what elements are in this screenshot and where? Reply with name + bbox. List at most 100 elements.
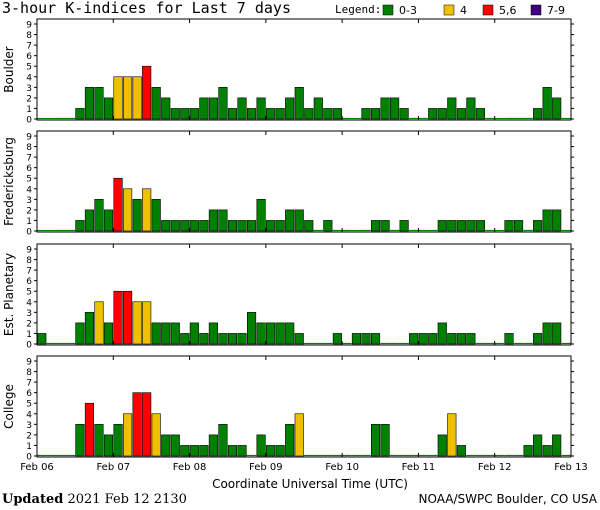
x-tick-label: Feb 10 xyxy=(325,462,359,473)
kindex-bar xyxy=(123,76,133,120)
kindex-bar xyxy=(552,209,562,232)
x-tick-label: Feb 11 xyxy=(402,462,436,473)
kindex-bar xyxy=(208,209,218,232)
kindex-bar xyxy=(103,434,114,457)
kindex-bar xyxy=(199,445,209,457)
kindex-bar xyxy=(370,220,381,232)
kindex-bar xyxy=(294,413,304,457)
kindex-bar xyxy=(313,97,323,120)
kindex-bar xyxy=(256,322,266,345)
kindex-bar xyxy=(294,87,304,120)
kindex-bar xyxy=(199,333,209,345)
y-tick-label: 5 xyxy=(26,175,32,185)
kindex-bar xyxy=(132,199,142,232)
kindex-bar xyxy=(323,220,333,232)
kindex-bar xyxy=(84,312,95,345)
kindex-bar xyxy=(218,424,228,457)
kindex-bar xyxy=(275,220,285,232)
legend-label: Legend: xyxy=(335,3,382,16)
kindex-bar xyxy=(237,445,247,457)
y-tick-label: 0 xyxy=(26,116,32,126)
y-tick-label: 2 xyxy=(26,319,32,329)
kindex-bar xyxy=(533,434,543,457)
kindex-bar xyxy=(218,87,228,120)
kindex-bar xyxy=(437,220,447,232)
kindex-bar xyxy=(151,322,161,345)
updated-label: Updated xyxy=(2,492,64,507)
chart-title: 3-hour K-indices for Last 7 days xyxy=(2,0,291,17)
kindex-bar xyxy=(275,108,285,120)
y-tick-label: 6 xyxy=(26,277,32,287)
kindex-bar xyxy=(180,333,190,345)
y-tick-label: 7 xyxy=(26,379,32,389)
x-tick-label: Feb 13 xyxy=(554,462,588,473)
kindex-bar xyxy=(409,333,419,345)
kindex-bar xyxy=(189,108,199,120)
kindex-bar xyxy=(237,333,247,345)
kindex-bar xyxy=(170,220,180,232)
kindex-bar xyxy=(161,220,171,232)
kindex-bar xyxy=(456,108,466,120)
kindex-bar xyxy=(523,445,533,457)
kindex-bar xyxy=(227,220,238,232)
kindex-bar xyxy=(399,108,409,120)
legend-swatch xyxy=(482,4,494,16)
kindex-bar xyxy=(285,424,295,457)
y-tick-label: 4 xyxy=(26,410,32,420)
kindex-bar xyxy=(227,333,238,345)
kindex-bar xyxy=(285,209,295,232)
legend-swatch xyxy=(443,4,455,16)
kindex-bar xyxy=(151,413,161,457)
updated-value: 2021 Feb 12 2130 xyxy=(67,492,187,507)
kindex-bar xyxy=(103,322,114,345)
y-tick-label: 3 xyxy=(26,309,32,319)
x-axis-label: Coordinate Universal Time (UTC) xyxy=(212,477,408,491)
y-tick-label: 0 xyxy=(26,228,32,238)
kindex-bar xyxy=(151,199,161,232)
y-tick-label: 8 xyxy=(26,256,32,266)
y-tick-label: 3 xyxy=(26,196,32,206)
kindex-bar xyxy=(466,220,476,232)
kindex-bar xyxy=(456,445,466,457)
kindex-bar xyxy=(456,333,466,345)
kindex-bar xyxy=(285,322,295,345)
kindex-bar xyxy=(94,301,104,345)
y-tick-label: 6 xyxy=(26,389,32,399)
kindex-bar xyxy=(208,434,218,457)
kindex-bar xyxy=(294,209,304,232)
y-tick-label: 5 xyxy=(26,63,32,73)
x-tick-label: Feb 06 xyxy=(20,462,54,473)
kindex-bar xyxy=(542,322,552,345)
kindex-bar xyxy=(351,333,362,345)
kindex-bar xyxy=(113,290,123,345)
kindex-bar xyxy=(199,220,209,232)
kindex-bar xyxy=(370,333,381,345)
kindex-bar xyxy=(123,188,133,232)
legend-item-label: 4 xyxy=(460,4,467,17)
y-tick-label: 7 xyxy=(26,42,32,52)
kindex-bar xyxy=(256,434,266,457)
kindex-bar xyxy=(132,392,142,457)
kindex-bar xyxy=(380,97,390,120)
updated-stamp: Updated 2021 Feb 12 2130 xyxy=(2,492,187,507)
kindex-bar xyxy=(246,312,257,345)
kindex-bar xyxy=(542,87,552,120)
y-tick-label: 1 xyxy=(26,442,32,452)
y-tick-label: 2 xyxy=(26,431,32,441)
kindex-bar xyxy=(332,333,342,345)
y-tick-label: 9 xyxy=(26,133,32,143)
kindex-bar xyxy=(380,424,390,457)
x-tick-label: Feb 07 xyxy=(96,462,130,473)
y-tick-label: 7 xyxy=(26,267,32,277)
y-tick-label: 4 xyxy=(26,185,32,195)
y-tick-label: 9 xyxy=(26,246,32,256)
kindex-bar xyxy=(533,220,543,232)
kindex-bar xyxy=(437,434,447,457)
kindex-bar xyxy=(466,97,476,120)
kindex-bar xyxy=(304,108,314,120)
kindex-bar xyxy=(266,445,276,457)
panel-name: Boulder xyxy=(2,46,16,93)
y-tick-label: 3 xyxy=(26,421,32,431)
kindex-bar xyxy=(237,220,247,232)
